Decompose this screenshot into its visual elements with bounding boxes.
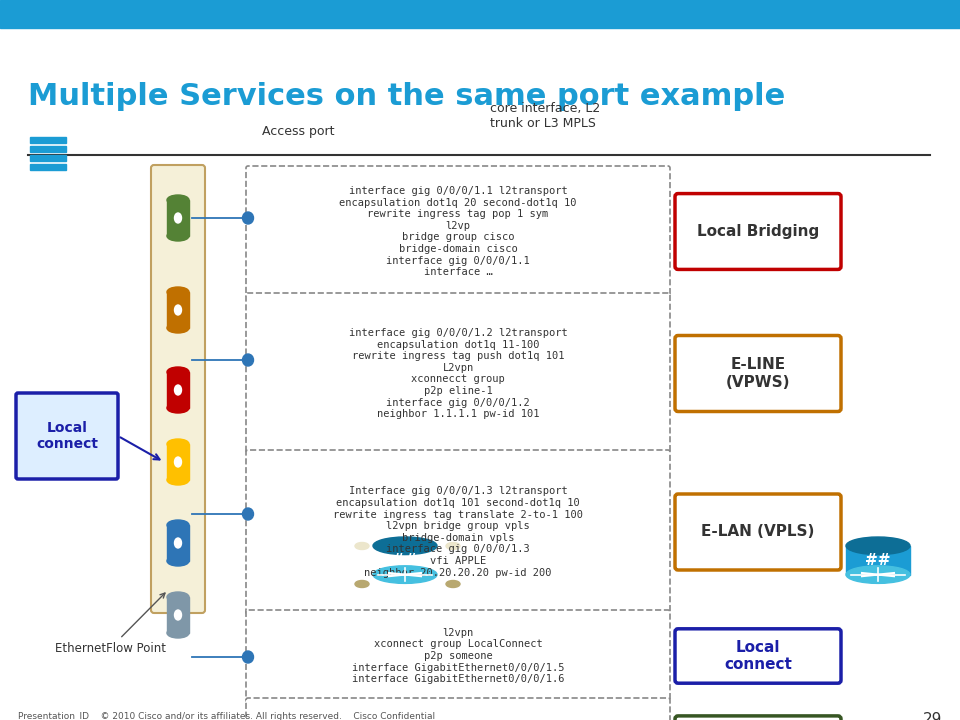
Ellipse shape — [175, 213, 181, 223]
Text: EthernetFlow Point: EthernetFlow Point — [55, 593, 166, 654]
Ellipse shape — [846, 566, 910, 583]
FancyBboxPatch shape — [246, 450, 670, 614]
Ellipse shape — [175, 385, 181, 395]
Bar — [30, 146, 66, 152]
Text: l2vpn
xconnect group LocalConnect
p2p someone
interface GigabitEthernet0/0/0/1.5: l2vpn xconnect group LocalConnect p2p so… — [351, 628, 564, 684]
Ellipse shape — [846, 537, 910, 554]
Bar — [373, 546, 437, 575]
Bar — [30, 155, 66, 161]
Bar — [355, 546, 369, 584]
Text: 29: 29 — [923, 712, 942, 720]
Ellipse shape — [167, 556, 189, 566]
Ellipse shape — [446, 542, 460, 549]
Text: Local
connect: Local connect — [724, 640, 792, 672]
FancyBboxPatch shape — [16, 393, 118, 479]
Ellipse shape — [167, 403, 189, 413]
FancyBboxPatch shape — [675, 194, 841, 269]
Bar — [446, 546, 460, 584]
FancyBboxPatch shape — [246, 166, 670, 297]
Text: E-LINE
(VPWS): E-LINE (VPWS) — [726, 357, 790, 390]
Text: Local Bridging: Local Bridging — [697, 224, 819, 239]
Ellipse shape — [167, 195, 189, 205]
Text: interface gig 0/0/0/1.2 l2transport
encapsulation dot1q 11-100
rewrite ingress t: interface gig 0/0/0/1.2 l2transport enca… — [348, 328, 567, 419]
FancyBboxPatch shape — [246, 610, 670, 702]
Bar — [167, 444, 189, 480]
Ellipse shape — [175, 538, 181, 548]
Ellipse shape — [243, 651, 253, 663]
FancyBboxPatch shape — [246, 698, 670, 720]
Ellipse shape — [167, 287, 189, 297]
Text: E-LAN (VPLS): E-LAN (VPLS) — [702, 524, 815, 539]
FancyBboxPatch shape — [675, 494, 841, 570]
Text: ##: ## — [865, 553, 891, 567]
Ellipse shape — [243, 354, 253, 366]
Text: Interface gig 0/0/0/1.3 l2transport
encapsulation dot1q 101 second-dot1q 10
rewr: Interface gig 0/0/0/1.3 l2transport enca… — [333, 487, 583, 577]
Bar — [167, 597, 189, 633]
FancyBboxPatch shape — [675, 716, 841, 720]
Ellipse shape — [167, 592, 189, 602]
Ellipse shape — [373, 566, 437, 583]
Bar — [30, 164, 66, 170]
Bar — [0, 0, 960, 28]
Ellipse shape — [355, 580, 369, 588]
Text: Multiple Services on the same port example: Multiple Services on the same port examp… — [28, 82, 785, 111]
Bar — [846, 546, 910, 575]
Ellipse shape — [167, 231, 189, 241]
FancyBboxPatch shape — [151, 165, 205, 613]
Ellipse shape — [167, 520, 189, 530]
Ellipse shape — [175, 305, 181, 315]
FancyBboxPatch shape — [675, 336, 841, 412]
Ellipse shape — [373, 537, 437, 554]
Ellipse shape — [175, 610, 181, 620]
Bar — [167, 372, 189, 408]
Ellipse shape — [167, 367, 189, 377]
Text: Local
connect: Local connect — [36, 421, 98, 451]
Ellipse shape — [355, 542, 369, 549]
Ellipse shape — [446, 580, 460, 588]
Ellipse shape — [243, 508, 253, 520]
Text: Access port: Access port — [262, 125, 334, 138]
Text: interface gig 0/0/0/1.1 l2transport
encapsulation dot1q 20 second-dot1q 10
rewri: interface gig 0/0/0/1.1 l2transport enca… — [339, 186, 577, 277]
Ellipse shape — [175, 457, 181, 467]
Text: core interface, L2
trunk or L3 MPLS: core interface, L2 trunk or L3 MPLS — [490, 102, 600, 130]
Text: ##: ## — [393, 553, 418, 567]
FancyBboxPatch shape — [675, 629, 841, 683]
Bar — [167, 525, 189, 561]
FancyBboxPatch shape — [246, 293, 670, 454]
Ellipse shape — [167, 475, 189, 485]
Bar — [30, 137, 66, 143]
Ellipse shape — [167, 439, 189, 449]
Ellipse shape — [243, 212, 253, 224]
Bar — [167, 200, 189, 236]
Ellipse shape — [167, 628, 189, 638]
Text: Presentation_ID    © 2010 Cisco and/or its affiliates. All rights reserved.    C: Presentation_ID © 2010 Cisco and/or its … — [18, 712, 435, 720]
Bar — [167, 292, 189, 328]
Ellipse shape — [167, 323, 189, 333]
